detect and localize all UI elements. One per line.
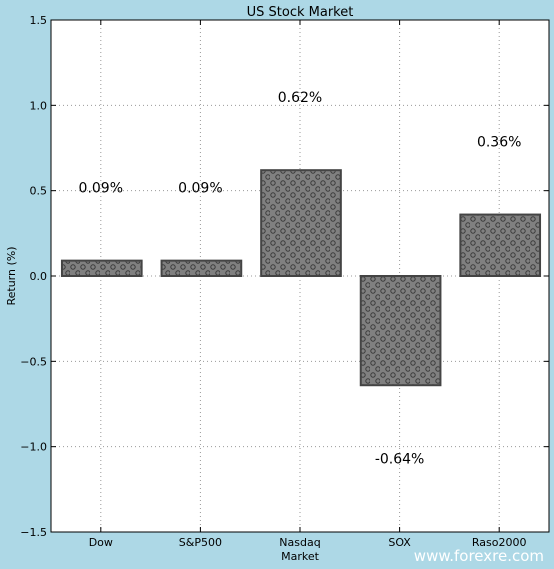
data-label: 0.09% bbox=[178, 180, 222, 196]
x-tick-label: SOX bbox=[388, 536, 411, 549]
watermark: www.forexre.com bbox=[414, 547, 544, 565]
bar-sp500 bbox=[160, 259, 243, 278]
chart-title: US Stock Market bbox=[247, 5, 354, 20]
x-axis: Dow S&P500 Nasdaq SOX Raso2000 bbox=[89, 20, 527, 549]
data-label: 0.62% bbox=[278, 90, 322, 106]
y-tick-label: −0.5 bbox=[20, 355, 47, 368]
bar-dow bbox=[60, 259, 143, 278]
x-tick-label: Dow bbox=[89, 536, 113, 549]
data-label: 0.36% bbox=[477, 134, 521, 150]
data-label: -0.64% bbox=[375, 451, 425, 467]
y-tick-label: −1.0 bbox=[20, 441, 47, 454]
data-label: 0.09% bbox=[79, 180, 123, 196]
y-tick-label: 1.5 bbox=[30, 14, 48, 27]
x-tick-label: S&P500 bbox=[179, 536, 222, 549]
bar-raso2000 bbox=[459, 213, 542, 277]
x-axis-label: Market bbox=[281, 550, 319, 563]
y-tick-label: −1.5 bbox=[20, 526, 47, 539]
data-labels: 0.09% 0.09% 0.62% -0.64% 0.36% bbox=[79, 90, 522, 468]
x-tick-label: Raso2000 bbox=[472, 536, 527, 549]
bars bbox=[60, 169, 542, 387]
bar-nasdaq bbox=[260, 169, 342, 277]
y-axis: −1.5 −1.0 −0.5 0.0 0.5 1.0 1.5 bbox=[20, 14, 549, 539]
y-tick-label: 0.5 bbox=[30, 185, 48, 198]
y-axis-label: Return (%) bbox=[5, 246, 18, 305]
y-tick-label: 1.0 bbox=[30, 99, 48, 112]
x-tick-label: Nasdaq bbox=[279, 536, 320, 549]
bar-sox bbox=[359, 275, 442, 387]
y-tick-label: 0.0 bbox=[30, 270, 48, 283]
